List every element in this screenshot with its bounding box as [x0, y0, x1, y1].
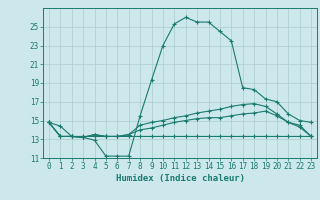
X-axis label: Humidex (Indice chaleur): Humidex (Indice chaleur)	[116, 174, 244, 183]
